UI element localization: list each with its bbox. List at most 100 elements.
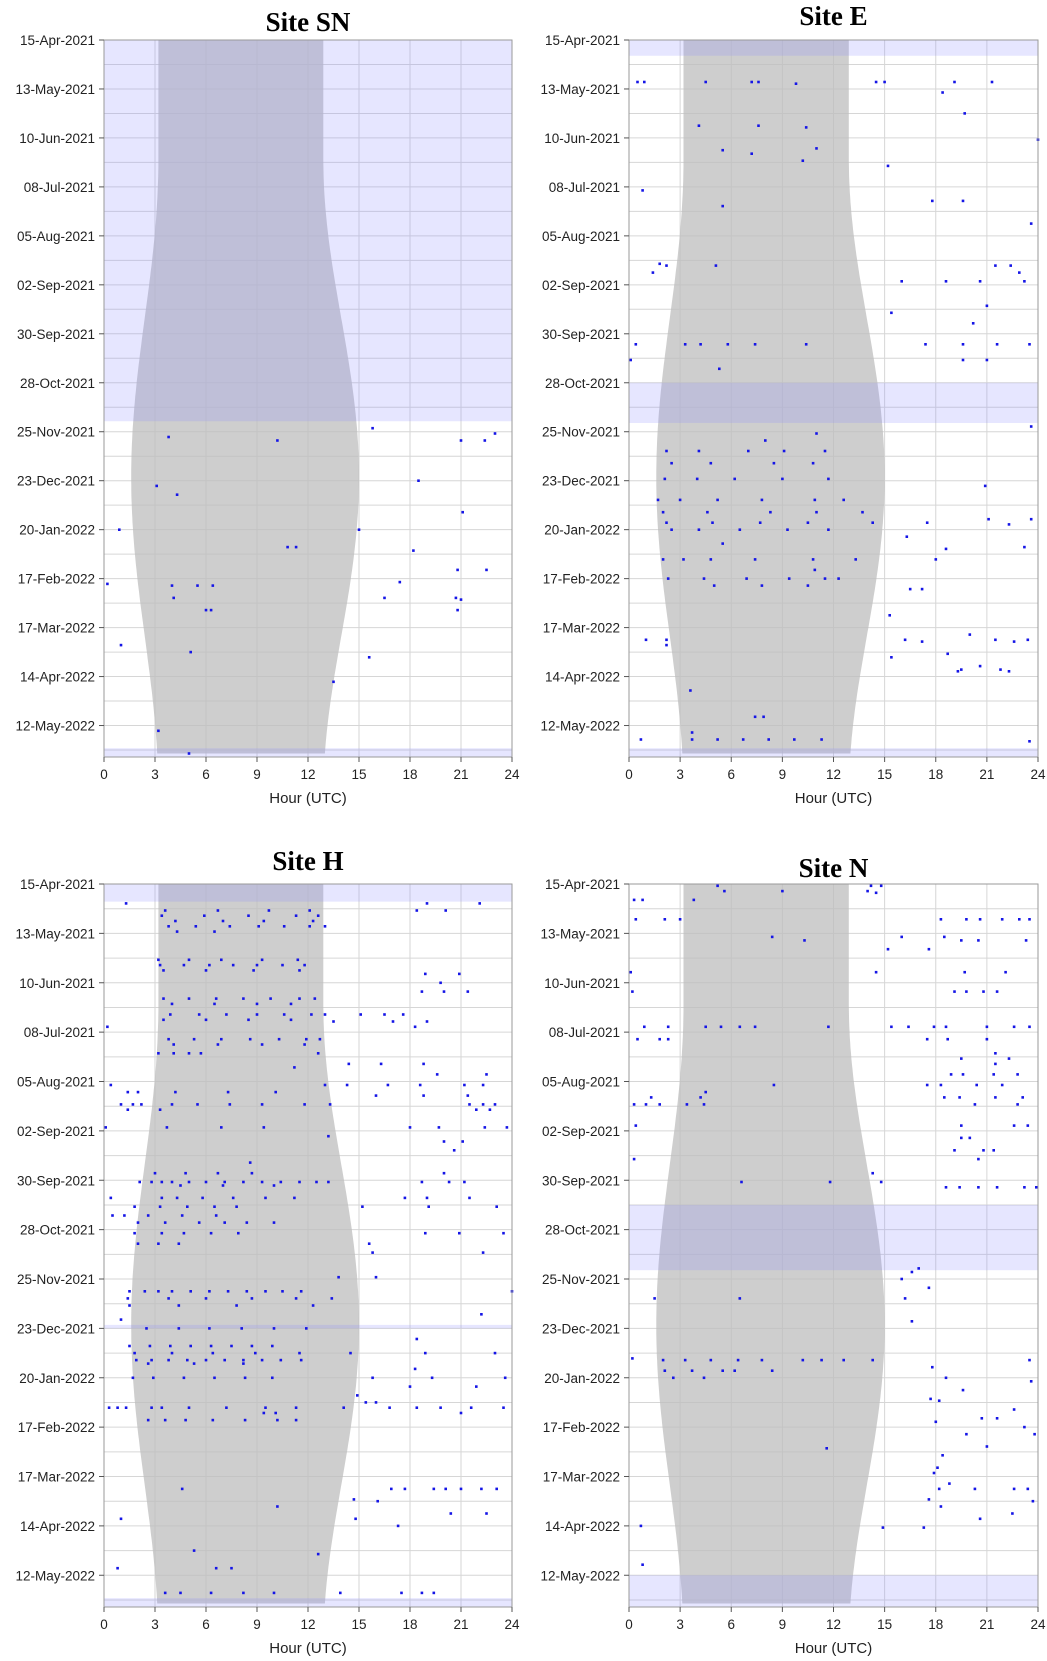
detection-point: [827, 1025, 830, 1029]
y-tick-label: 14-Apr-2022: [545, 670, 620, 685]
detection-point: [1035, 1186, 1038, 1189]
detection-point: [958, 1096, 961, 1099]
y-tick-label: 15-Apr-2021: [20, 877, 95, 892]
detection-point: [712, 584, 716, 587]
detection-point: [116, 1406, 119, 1409]
detection-point: [131, 1103, 135, 1106]
detection-point: [180, 1487, 184, 1491]
detection-point: [1026, 1487, 1030, 1491]
detection-point: [488, 1108, 492, 1111]
detection-point: [815, 432, 818, 435]
y-tick-label: 13-May-2021: [540, 926, 620, 941]
detection-point: [153, 1171, 157, 1175]
panel-4: Site N 15-Apr-2021 13-May-2021 10-Jun-2021 0…: [540, 853, 1046, 1657]
y-tick-label: 30-Sep-2021: [542, 1173, 620, 1188]
detection-point: [274, 1090, 277, 1094]
detection-point: [247, 914, 250, 917]
x-tick-label: 21: [979, 1617, 994, 1632]
detection-point: [881, 1526, 885, 1529]
detection-point: [721, 204, 724, 208]
detection-point: [155, 484, 158, 488]
detection-point: [243, 1376, 247, 1380]
detection-point: [197, 1221, 201, 1224]
detection-point: [806, 584, 810, 587]
y-tick-label: 05-Aug-2021: [542, 1075, 620, 1090]
detection-point: [225, 1406, 228, 1409]
detection-point: [196, 1103, 199, 1106]
detection-point: [459, 1411, 463, 1415]
detection-point: [318, 1037, 322, 1041]
gap-period: [104, 40, 512, 422]
detection-point: [661, 510, 665, 514]
detection-point: [641, 1563, 644, 1566]
detection-point: [459, 598, 463, 601]
detection-point: [209, 1344, 213, 1348]
detection-point: [408, 1126, 412, 1129]
detection-point: [965, 918, 968, 921]
detection-point: [286, 545, 289, 549]
detection-point: [874, 80, 878, 84]
detection-point: [1029, 425, 1033, 428]
detection-point: [643, 80, 646, 84]
detection-point: [357, 528, 361, 531]
detection-point: [255, 1002, 259, 1006]
detection-point: [124, 1406, 128, 1409]
detection-point: [330, 1297, 334, 1300]
detection-point: [644, 1103, 648, 1106]
detection-point: [711, 521, 714, 524]
detection-point: [454, 596, 458, 600]
detection-point: [941, 91, 944, 94]
detection-point: [192, 1549, 196, 1552]
detection-point: [456, 568, 459, 572]
x-tick-label: 21: [979, 767, 994, 782]
detection-point: [944, 280, 948, 283]
detection-point: [786, 528, 789, 531]
detection-point: [255, 1013, 259, 1016]
detection-point: [697, 124, 701, 127]
detection-point: [247, 1018, 250, 1022]
detection-point: [425, 1196, 429, 1200]
x-tick-label: 18: [402, 767, 417, 782]
detection-point: [158, 1108, 162, 1111]
detection-point: [294, 1297, 298, 1300]
detection-point: [1023, 280, 1026, 283]
detection-point: [298, 997, 301, 1000]
detection-point: [934, 558, 938, 561]
detection-point: [641, 189, 644, 192]
detection-point: [811, 558, 815, 561]
detection-point: [228, 925, 232, 928]
detection-point: [172, 1043, 175, 1046]
detection-point: [226, 1090, 230, 1094]
detection-point: [683, 1358, 687, 1362]
y-tick-label: 12-May-2022: [540, 1568, 620, 1583]
detection-point: [182, 1376, 186, 1380]
night-band: [131, 884, 359, 1604]
detection-point: [220, 958, 223, 962]
y-tick-label: 30-Sep-2021: [17, 327, 95, 342]
detection-point: [391, 1020, 395, 1023]
detection-point: [163, 1591, 167, 1595]
detection-point: [332, 680, 335, 684]
detection-point: [281, 1290, 284, 1293]
detection-point: [250, 1344, 254, 1348]
detection-point: [1031, 1499, 1035, 1503]
detection-point: [953, 1149, 956, 1152]
detection-point: [827, 477, 830, 481]
detection-point: [461, 510, 464, 514]
detection-point: [211, 1351, 215, 1355]
detection-point: [678, 918, 682, 921]
detection-point: [804, 126, 808, 129]
y-tick-label: 17-Mar-2022: [543, 1470, 620, 1485]
detection-point: [629, 358, 632, 362]
detection-point: [704, 1025, 707, 1029]
detection-point: [204, 1180, 208, 1184]
y-tick-label: 25-Nov-2021: [17, 425, 95, 440]
detection-point: [449, 1512, 453, 1515]
detection-point: [260, 1043, 264, 1046]
detection-point: [282, 1013, 286, 1016]
detection-point: [225, 1013, 228, 1016]
detection-point: [874, 970, 878, 974]
detection-point: [493, 432, 497, 435]
detection-point: [820, 738, 823, 741]
detection-point: [481, 1251, 485, 1254]
